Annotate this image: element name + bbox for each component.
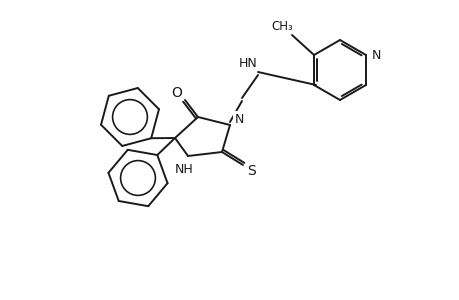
Text: O: O — [171, 86, 182, 100]
Text: HN: HN — [238, 56, 257, 70]
Text: NH: NH — [174, 163, 193, 176]
Text: CH₃: CH₃ — [270, 20, 292, 32]
Text: N: N — [234, 112, 243, 125]
Text: S: S — [247, 164, 256, 178]
Text: N: N — [370, 49, 380, 62]
